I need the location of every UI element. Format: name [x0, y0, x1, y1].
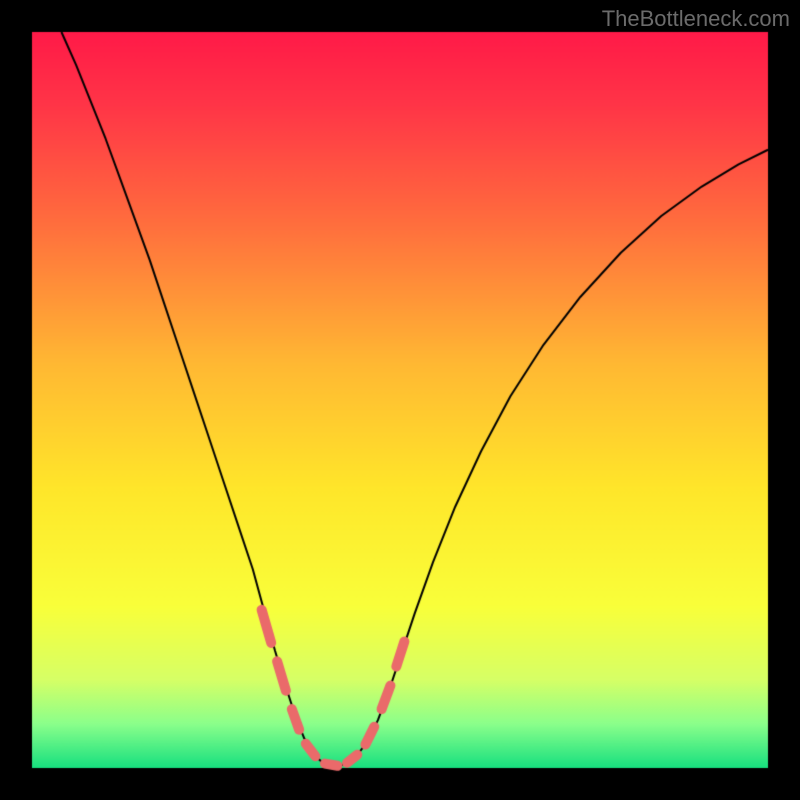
chart-container: TheBottleneck.com — [0, 0, 800, 800]
bottleneck-curve-chart — [0, 0, 800, 800]
